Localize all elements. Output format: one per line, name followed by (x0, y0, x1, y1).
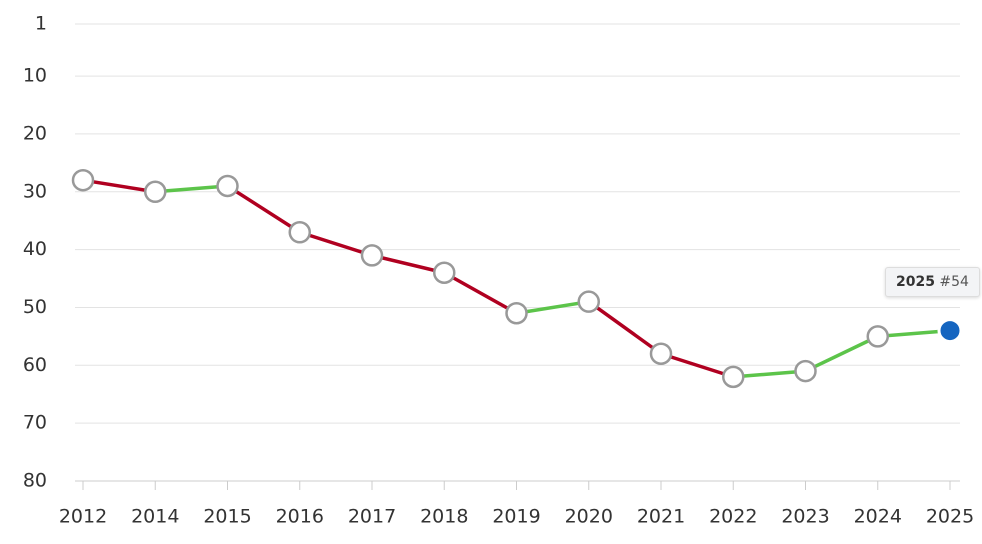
y-tick-label: 70 (23, 412, 47, 434)
x-tick-label: 2024 (854, 506, 902, 528)
line-segment (370, 253, 446, 275)
point (649, 342, 673, 365)
x-tick-label: 2015 (203, 506, 251, 528)
point (794, 359, 817, 383)
x-tick-label: 2016 (276, 506, 324, 528)
tooltip: 2025 #54 (885, 266, 980, 297)
point (288, 221, 311, 244)
y-tick-label: 40 (23, 238, 47, 260)
y-tick-label: 1 (35, 13, 47, 35)
point (216, 174, 239, 198)
x-tick-label: 2025 (926, 506, 974, 528)
x-tick-label: 2020 (565, 506, 613, 528)
tooltip-category: 2025 (896, 273, 935, 290)
y-tick-label: 30 (23, 180, 47, 202)
point (577, 290, 600, 313)
line-segment (225, 184, 302, 235)
point (360, 244, 384, 267)
point (144, 180, 167, 204)
line-segment (587, 299, 663, 356)
x-tick-label: 2023 (781, 506, 829, 528)
line-segment (81, 178, 157, 194)
line-segment (731, 369, 808, 379)
y-tick-label: 50 (23, 296, 47, 318)
x-tick-label: 2014 (131, 506, 179, 528)
point (866, 325, 889, 348)
point (71, 168, 95, 192)
line-segment (153, 184, 230, 194)
point (505, 301, 528, 325)
tooltip-value: #54 (939, 273, 969, 290)
y-tick-label: 20 (23, 122, 47, 144)
highlighted-point (937, 318, 963, 344)
x-tick-label: 2019 (492, 506, 540, 528)
x-tick-label: 2018 (420, 506, 468, 528)
x-tick-label: 2012 (59, 506, 107, 528)
y-tick-label: 60 (23, 354, 47, 376)
line-segment (514, 299, 591, 315)
y-tick-label: 80 (23, 470, 47, 492)
x-tick-label: 2022 (709, 506, 757, 528)
line-segment (803, 334, 880, 373)
x-tick-label: 2017 (348, 506, 396, 528)
line-segment (659, 351, 735, 379)
line-segment (298, 230, 374, 258)
line-segment (442, 270, 519, 315)
point (722, 365, 745, 389)
x-tick-label: 2021 (637, 506, 685, 528)
point (433, 261, 456, 284)
y-tick-label: 10 (23, 65, 47, 87)
